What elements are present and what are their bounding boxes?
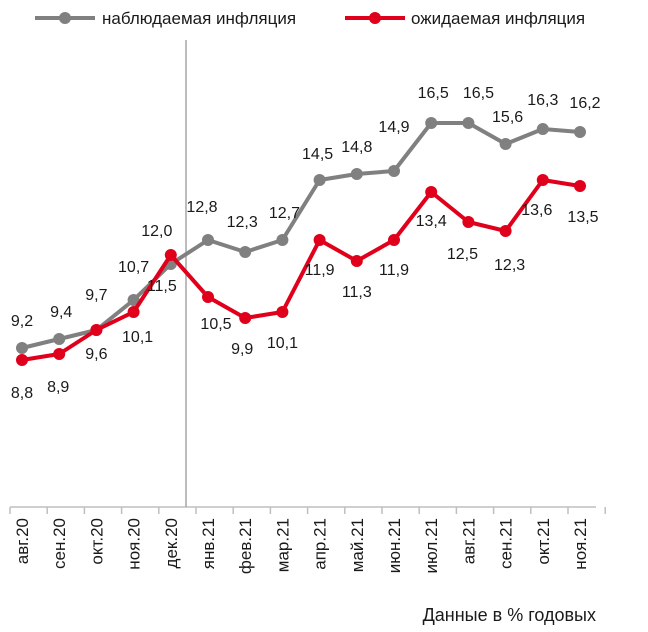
point-observed — [574, 126, 586, 138]
data-label-expected: 10,1 — [122, 329, 153, 346]
data-label-observed: 16,5 — [463, 85, 494, 102]
data-label-expected: 12,3 — [494, 257, 525, 274]
point-observed — [425, 117, 438, 129]
data-label-observed: 12,3 — [227, 214, 258, 231]
data-label-observed: 9,7 — [85, 287, 107, 304]
data-label-expected: 9,9 — [231, 341, 253, 358]
x-tick-label: ноя.21 — [571, 518, 590, 570]
data-label-expected: 11,5 — [147, 278, 177, 295]
legend: наблюдаемая инфляция ожидаемая инфляция — [35, 9, 585, 28]
point-observed — [462, 117, 475, 129]
data-label-observed: 15,6 — [492, 109, 523, 126]
data-label-observed: 14,8 — [341, 139, 372, 156]
point-observed — [388, 165, 400, 177]
point-expected — [127, 306, 140, 318]
data-label-observed: 12,0 — [141, 223, 172, 240]
chart-caption: Данные в % годовых — [423, 605, 596, 625]
data-label-observed: 12,7 — [269, 205, 300, 222]
legend-expected-label: ожидаемая инфляция — [411, 9, 585, 28]
point-expected — [425, 186, 438, 198]
x-tick-label: мар.21 — [273, 518, 292, 572]
point-observed — [499, 138, 512, 150]
point-observed — [313, 174, 326, 186]
data-labels: 9,2 9,4 9,7 10,7 12,0 12,8 12,3 12,7 14,5 14,8 14,… — [11, 85, 601, 402]
data-label-expected: 13,5 — [567, 209, 598, 226]
x-tick-label: янв.21 — [199, 518, 218, 569]
point-observed — [536, 123, 549, 135]
point-expected — [276, 306, 289, 318]
point-expected — [388, 234, 400, 246]
data-label-observed: 16,3 — [527, 92, 558, 109]
data-label-expected: 11,9 — [305, 262, 335, 279]
data-label-expected: 11,3 — [342, 284, 372, 301]
legend-observed-label: наблюдаемая инфляция — [102, 9, 296, 28]
series-expected-line — [21, 178, 581, 362]
data-label-observed: 14,9 — [378, 119, 409, 136]
data-label-expected: 13,6 — [521, 202, 552, 219]
point-observed — [276, 234, 289, 246]
x-tick-label: сен.20 — [50, 518, 69, 569]
x-tick-label: сен.21 — [497, 518, 516, 569]
point-observed — [127, 294, 140, 306]
data-label-observed: 12,8 — [186, 199, 217, 216]
x-tick-label: окт.21 — [534, 518, 553, 565]
point-expected — [202, 291, 214, 303]
x-tick-label: авг.20 — [13, 518, 32, 564]
data-label-expected: 8,9 — [47, 379, 69, 396]
data-label-expected: 12,5 — [447, 246, 478, 263]
x-tick-label: июн.21 — [385, 518, 404, 573]
data-label-expected: 8,8 — [11, 385, 33, 402]
point-expected — [239, 312, 252, 324]
legend-item-expected: ожидаемая инфляция — [345, 9, 585, 28]
x-tick-label: фев.21 — [236, 518, 255, 574]
data-label-expected: 13,4 — [416, 213, 447, 230]
point-expected — [16, 354, 28, 366]
data-label-observed: 16,5 — [418, 85, 449, 102]
point-observed — [53, 333, 66, 345]
x-tick-label: авг.21 — [459, 518, 478, 564]
series-expected — [16, 174, 586, 366]
data-label-expected: 9,6 — [85, 346, 107, 363]
data-label-observed: 9,2 — [11, 313, 33, 330]
x-tick-label: окт.20 — [87, 518, 106, 565]
x-tick-label: май.21 — [348, 518, 367, 572]
x-tick-label: апр.21 — [311, 518, 330, 570]
point-observed — [202, 234, 214, 246]
point-observed — [16, 342, 28, 354]
x-tick-label: дек.20 — [162, 518, 181, 568]
x-axis-ticks — [9, 507, 606, 514]
point-observed — [350, 168, 363, 180]
x-tick-label: июл.21 — [422, 518, 441, 573]
data-label-observed: 10,7 — [118, 259, 149, 276]
data-label-expected: 10,5 — [200, 316, 231, 333]
point-expected — [499, 225, 512, 237]
point-expected — [53, 348, 66, 360]
point-expected — [313, 234, 326, 246]
point-observed — [239, 246, 252, 258]
legend-expected-marker — [369, 12, 381, 24]
legend-observed-marker — [59, 12, 71, 24]
x-axis-tick-labels: авг.20 сен.20 окт.20 ноя.20 дек.20 янв.21 фев.… — [13, 518, 590, 574]
point-expected — [350, 255, 363, 267]
point-expected — [164, 249, 177, 261]
data-label-expected: 11,9 — [379, 262, 409, 279]
data-label-observed: 14,5 — [302, 146, 333, 163]
series-observed-line — [21, 121, 581, 350]
point-expected — [574, 180, 586, 192]
x-tick-label: ноя.20 — [125, 518, 144, 570]
legend-item-observed: наблюдаемая инфляция — [35, 9, 296, 28]
series-observed — [16, 117, 586, 354]
data-label-expected: 10,1 — [267, 335, 298, 352]
point-expected — [90, 324, 103, 336]
data-label-observed: 16,2 — [569, 95, 600, 112]
data-label-observed: 9,4 — [50, 304, 72, 321]
point-expected — [536, 174, 549, 186]
point-expected — [462, 216, 475, 228]
